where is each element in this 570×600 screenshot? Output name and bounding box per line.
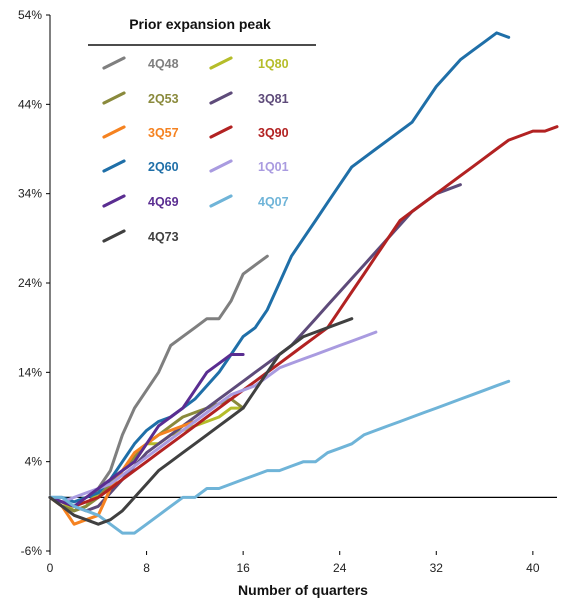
legend: Prior expansion peak 4Q48 2Q53 3Q57 2Q60 4Q6… (88, 16, 316, 244)
legend-swatch-2q60 (102, 159, 126, 173)
legend-swatch-3q57 (102, 125, 126, 139)
y-tick-label: 34% (18, 187, 42, 201)
y-tick-label: 4% (25, 455, 43, 469)
x-tick-label: 16 (236, 561, 250, 575)
legend-swatch-4q73 (102, 229, 126, 243)
legend-label-2q60: 2Q60 (148, 160, 179, 174)
y-tick-label: 24% (18, 276, 42, 290)
series-line-4q73 (48, 317, 354, 526)
legend-swatch-1q80 (209, 56, 233, 70)
series-line-1q01 (48, 330, 378, 504)
series-lines (48, 31, 559, 535)
legend-label-3q81: 3Q81 (258, 92, 289, 106)
legend-swatch-3q81 (209, 91, 233, 105)
legend-title: Prior expansion peak (129, 16, 271, 32)
legend-label-3q90: 3Q90 (258, 126, 289, 140)
legend-swatch-2q53 (102, 91, 126, 105)
series-line-3q81 (48, 183, 462, 513)
y-tick-label: 54% (18, 8, 42, 22)
legend-label-1q01: 1Q01 (258, 160, 289, 174)
series-line-3q90 (48, 125, 559, 508)
legend-swatch-3q90 (209, 125, 233, 139)
series-line-4q69 (48, 353, 245, 508)
legend-label-3q57: 3Q57 (148, 126, 179, 140)
series-line-4q07 (48, 379, 511, 535)
legend-label-2q53: 2Q53 (148, 92, 179, 106)
legend-swatch-1q01 (209, 159, 233, 173)
legend-swatch-4q07 (209, 194, 233, 208)
legend-label-4q07: 4Q07 (258, 195, 289, 209)
legend-swatch-4q69 (102, 194, 126, 208)
legend-label-4q48: 4Q48 (148, 57, 179, 71)
x-tick-label: 8 (143, 561, 150, 575)
y-tick-label: 14% (18, 365, 42, 379)
legend-swatch-4q48 (102, 56, 126, 70)
x-tick-label: 32 (430, 561, 444, 575)
series-line-2q60 (48, 31, 511, 504)
legend-label-4q69: 4Q69 (148, 195, 179, 209)
x-tick-label: 24 (333, 561, 347, 575)
x-tick-label: 40 (526, 561, 540, 575)
y-tick-label: 44% (18, 97, 42, 111)
x-tick-label: 0 (47, 561, 54, 575)
legend-label-1q80: 1Q80 (258, 57, 289, 71)
legend-label-4q73: 4Q73 (148, 230, 179, 244)
y-tick-label: -6% (21, 544, 43, 558)
x-axis-title: Number of quarters (238, 582, 368, 598)
